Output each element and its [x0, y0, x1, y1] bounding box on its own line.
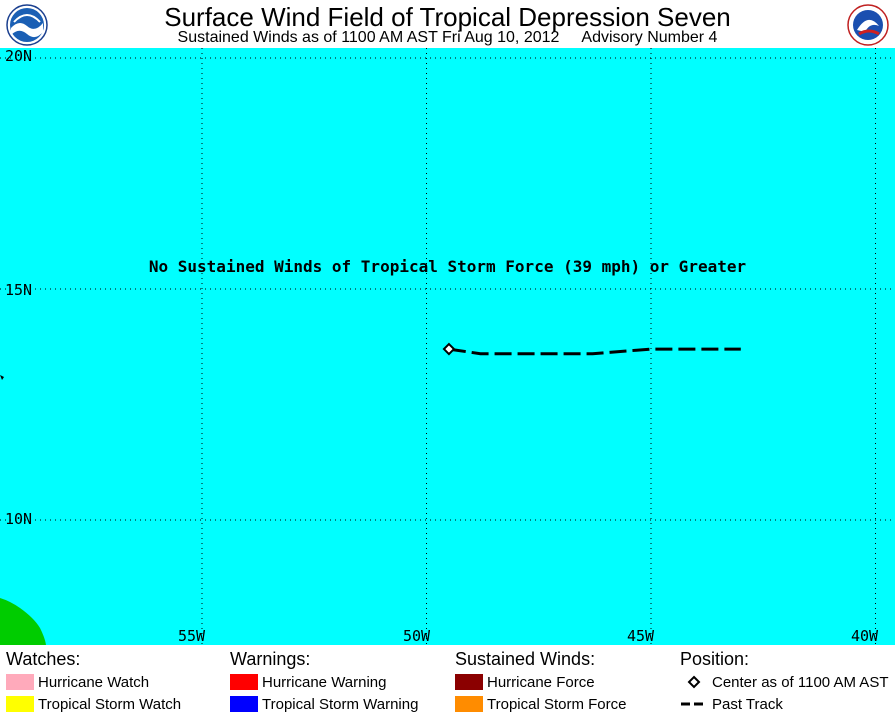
- legend-label: Hurricane Watch: [38, 673, 150, 691]
- legend-item-tropical-storm-watch: Tropical Storm Watch: [6, 693, 181, 715]
- subtitle: Sustained Winds as of 1100 AM AST Fri Au…: [0, 29, 895, 47]
- legend-item-hurricane-warning: Hurricane Warning: [230, 671, 418, 693]
- legend-item-past-track: Past Track: [680, 693, 888, 715]
- tropical-storm-force-swatch: [455, 696, 483, 712]
- tropical-storm-warning-swatch: [230, 696, 258, 712]
- lon-label-50w: 50W: [403, 627, 431, 645]
- legend-position: Position: Center as of 1100 AM AST Past …: [680, 649, 888, 715]
- center-diamond-icon: [442, 342, 456, 356]
- land-speck: [0, 375, 4, 380]
- header: Surface Wind Field of Tropical Depressio…: [0, 0, 895, 48]
- legend-label: Tropical Storm Watch: [38, 695, 182, 713]
- tropical-storm-watch-swatch: [6, 696, 34, 712]
- legend-item-tropical-storm-force: Tropical Storm Force: [455, 693, 626, 715]
- legend-sustained-winds: Sustained Winds: Hurricane Force Tropica…: [455, 649, 626, 715]
- graticule: [0, 48, 895, 645]
- legend-label: Hurricane Warning: [262, 673, 387, 691]
- valid-time: Sustained Winds as of 1100 AM AST Fri Au…: [177, 29, 560, 46]
- hurricane-watch-swatch: [6, 674, 34, 690]
- lon-label-40w: 40W: [851, 627, 879, 645]
- legend-item-center: Center as of 1100 AM AST: [680, 671, 888, 693]
- lon-label-55w: 55W: [178, 627, 206, 645]
- legend-warnings-title: Warnings:: [230, 649, 311, 669]
- legend-item-hurricane-watch: Hurricane Watch: [6, 671, 181, 693]
- noaa-logo-icon: [6, 4, 48, 46]
- map-area: No Sustained Winds of Tropical Storm For…: [0, 48, 895, 645]
- hurricane-warning-swatch: [230, 674, 258, 690]
- page-title: Surface Wind Field of Tropical Depressio…: [164, 2, 731, 32]
- legend-item-hurricane-force: Hurricane Force: [455, 671, 626, 693]
- legend-label: Tropical Storm Warning: [262, 695, 419, 713]
- lat-label-15n: 15N: [5, 281, 33, 299]
- advisory-number: Advisory Number 4: [581, 29, 718, 46]
- legend-item-tropical-storm-warning: Tropical Storm Warning: [230, 693, 418, 715]
- storm-center-marker: [442, 342, 456, 356]
- lon-label-45w: 45W: [627, 627, 655, 645]
- legend-watches-title: Watches:: [6, 649, 81, 669]
- past-track-line: [448, 347, 741, 356]
- legend: Watches: Hurricane Watch Tropical Storm …: [0, 645, 895, 716]
- legend-watches: Watches: Hurricane Watch Tropical Storm …: [6, 649, 181, 715]
- past-track-dash-icon: [681, 702, 707, 706]
- legend-label: Hurricane Force: [487, 673, 595, 691]
- land-south-america: [0, 598, 46, 645]
- legend-warnings: Warnings: Hurricane Warning Tropical Sto…: [230, 649, 418, 715]
- lat-label-20n: 20N: [5, 48, 33, 65]
- past-track-polyline: [448, 347, 741, 356]
- legend-label: Tropical Storm Force: [487, 695, 627, 713]
- center-diamond-icon: [687, 675, 701, 689]
- nws-logo-icon: [847, 4, 889, 46]
- legend-winds-title: Sustained Winds:: [455, 649, 596, 669]
- legend-position-title: Position:: [680, 649, 750, 669]
- lat-label-10n: 10N: [5, 510, 33, 528]
- map-canvas: [0, 48, 895, 645]
- legend-label: Center as of 1100 AM AST: [712, 673, 889, 691]
- no-winds-note: No Sustained Winds of Tropical Storm For…: [148, 257, 747, 276]
- hurricane-force-swatch: [455, 674, 483, 690]
- legend-label: Past Track: [712, 695, 783, 713]
